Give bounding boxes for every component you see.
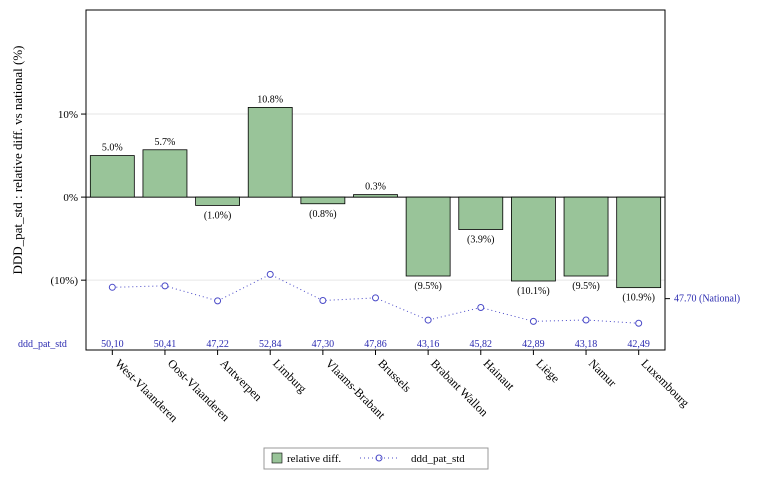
plot-frame bbox=[85, 9, 666, 351]
bar-value-label: (3.9%) bbox=[467, 235, 495, 246]
category-label: Namur bbox=[586, 356, 619, 389]
line-point bbox=[582, 316, 590, 324]
line-point bbox=[214, 297, 222, 305]
line-point bbox=[266, 270, 274, 278]
line-point bbox=[161, 282, 169, 290]
table-row-label: ddd_pat_std bbox=[18, 339, 67, 350]
bar-value-label: 5.7% bbox=[155, 137, 176, 148]
category-label: Liège bbox=[533, 356, 562, 385]
line-value-label: 43,16 bbox=[417, 339, 440, 350]
y-tick-label: 0% bbox=[63, 192, 78, 204]
line-value-label: 50,10 bbox=[101, 339, 124, 350]
bar bbox=[511, 196, 556, 282]
category-label: Luxembourg bbox=[639, 356, 693, 410]
legend-bar-label: relative diff. bbox=[287, 453, 341, 465]
line-series bbox=[108, 270, 643, 327]
legend-line-marker bbox=[375, 454, 383, 462]
reference-label: 47.70 (National) bbox=[674, 294, 740, 305]
line-value-label: 50,41 bbox=[154, 339, 177, 350]
line-point bbox=[529, 317, 537, 325]
bar bbox=[247, 107, 293, 198]
bar-value-label: (1.0%) bbox=[204, 210, 232, 221]
bar bbox=[142, 149, 188, 198]
bar-value-label: (10.1%) bbox=[517, 286, 550, 297]
line-point bbox=[477, 304, 485, 312]
bar-value-label: (9.5%) bbox=[572, 281, 600, 292]
bar bbox=[563, 196, 609, 277]
category-label: Brussels bbox=[375, 356, 414, 395]
category-label: Antwerpen bbox=[217, 356, 265, 404]
line-value-label: 47,22 bbox=[206, 339, 229, 350]
line-value-label: 45,82 bbox=[470, 339, 493, 350]
bar bbox=[195, 196, 240, 206]
bar-series bbox=[89, 107, 662, 289]
bar-value-label: (0.8%) bbox=[309, 209, 337, 220]
bar bbox=[300, 196, 346, 205]
y-axis-title: DDD_pat_std : relative diff. vs national… bbox=[10, 45, 25, 274]
bar-value-label: (9.5%) bbox=[414, 281, 442, 292]
line-point bbox=[108, 283, 116, 291]
line-point bbox=[424, 316, 432, 324]
bar-value-label: (10.9%) bbox=[622, 293, 655, 304]
line-value-label: 42,49 bbox=[627, 339, 650, 350]
line-value-label: 47,30 bbox=[312, 339, 335, 350]
bar-value-label: 5.0% bbox=[102, 143, 123, 154]
line-value-label: 47,86 bbox=[364, 339, 387, 350]
category-label: Hainaut bbox=[481, 356, 518, 393]
bar bbox=[89, 155, 135, 198]
line-value-label: 43,18 bbox=[575, 339, 598, 350]
bar bbox=[458, 196, 504, 230]
line-value-label: 42,89 bbox=[522, 339, 545, 350]
legend-line-label: ddd_pat_std bbox=[411, 453, 465, 465]
bar bbox=[405, 196, 451, 277]
category-label: Limburg bbox=[270, 356, 309, 395]
line-value-label: 52,84 bbox=[259, 339, 282, 350]
legend: relative diff. ddd_pat_std bbox=[263, 447, 489, 470]
line-point bbox=[319, 297, 327, 305]
y-tick-label: (10%) bbox=[51, 275, 79, 287]
line-point bbox=[635, 319, 643, 327]
bar-value-label: 0.3% bbox=[365, 182, 386, 193]
bar bbox=[353, 194, 398, 198]
legend-bar-swatch bbox=[271, 452, 283, 464]
line-point bbox=[372, 294, 379, 302]
bar bbox=[616, 196, 662, 289]
y-tick-label: 10% bbox=[58, 109, 78, 121]
bar-value-label: 10.8% bbox=[257, 94, 283, 105]
